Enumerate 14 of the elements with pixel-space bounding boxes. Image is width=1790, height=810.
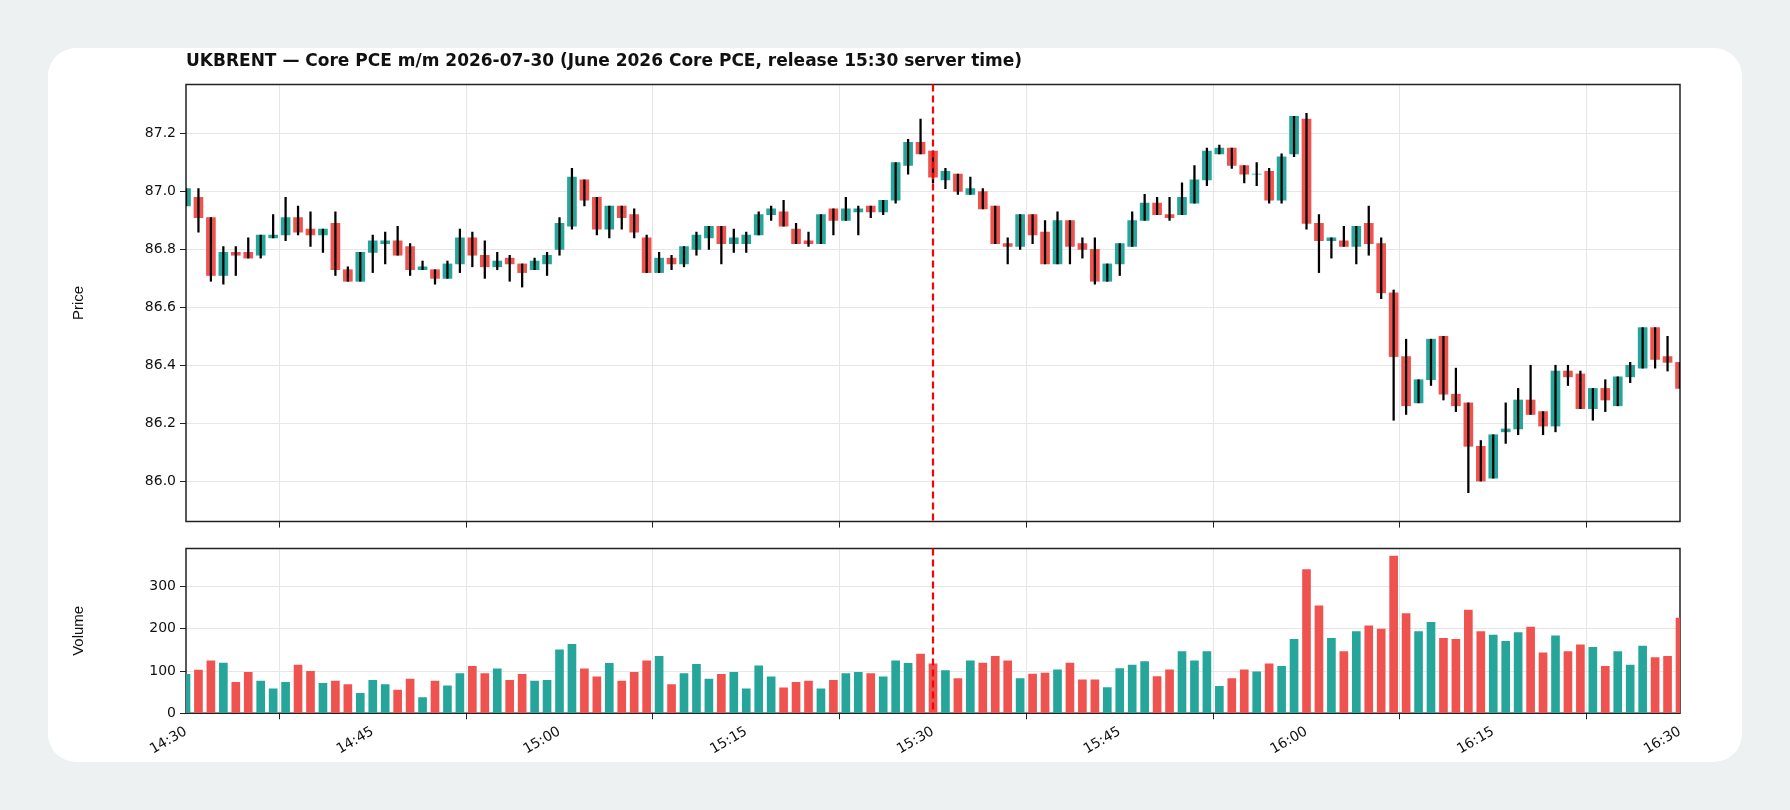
y-tick-label: 86.8 [144,240,176,257]
y-tick-label: 86.4 [144,355,177,372]
y-axis-title: Volume [69,605,87,656]
y-tick-label: 86.0 [144,471,176,488]
y-tick-label: 300 [149,577,176,594]
y-tick-label: 87.0 [144,182,176,199]
y-tick-label: 86.2 [144,413,176,430]
y-tick-label: 200 [149,619,176,636]
y-axis-title: Price [69,285,87,321]
chart-title: UKBRENT — Core PCE m/m 2026-07-30 (June 2026 Core PCE, release 15:30 server time) [186,50,1023,70]
y-tick-label: 86.6 [144,297,177,314]
y-tick-label: 0 [167,703,176,720]
y-tick-label: 87.2 [144,124,176,141]
y-tick-label: 100 [149,661,176,678]
